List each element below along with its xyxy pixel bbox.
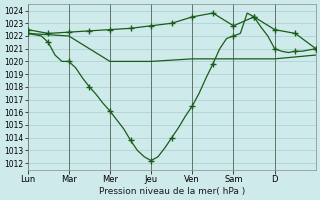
X-axis label: Pression niveau de la mer( hPa ): Pression niveau de la mer( hPa ) xyxy=(99,187,245,196)
